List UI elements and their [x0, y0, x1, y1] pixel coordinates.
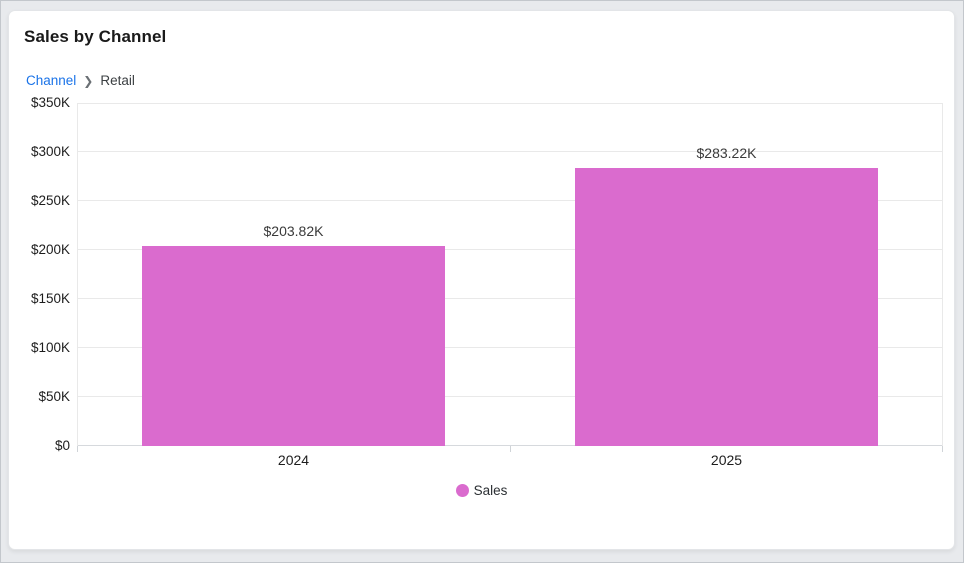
chart-title: Sales by Channel [24, 27, 167, 46]
gridline [77, 347, 943, 348]
gridline [77, 298, 943, 299]
y-axis-tick-label: $300K [30, 144, 70, 159]
x-axis-line [77, 445, 943, 446]
gridline [77, 396, 943, 397]
bar-value-label: $283.22K [696, 145, 757, 162]
x-axis-tick [510, 446, 511, 452]
legend-item-sales[interactable]: Sales [9, 483, 954, 498]
y-axis-tick-label: $0 [54, 438, 70, 453]
x-axis-tick [77, 446, 78, 452]
x-axis-tick [942, 446, 943, 452]
legend-label-sales: Sales [473, 483, 508, 498]
x-axis-labels: 2024 2025 [77, 452, 943, 470]
y-axis-line [77, 103, 78, 446]
gridline [77, 200, 943, 201]
legend-marker-sales-icon [455, 484, 469, 497]
gridline [77, 103, 943, 104]
chart-card: Sales by Channel Channel ❯ Retail $0 $50K… [8, 10, 955, 550]
x-axis-tick-label: 2024 [277, 452, 310, 468]
y-axis-tick-label: $250K [30, 193, 70, 208]
plot-area: $203.82K $283.22K [77, 103, 943, 452]
breadcrumb-current-retail: Retail [100, 73, 135, 88]
y-axis-tick-label: $100K [30, 340, 70, 355]
breadcrumb-link-channel[interactable]: Channel [26, 73, 77, 88]
y-axis-labels: $0 $50K $100K $150K $200K $250K $300K $350K [9, 95, 70, 453]
y-axis-tick-label: $50K [38, 389, 70, 404]
breadcrumb-separator-icon: ❯ [83, 73, 94, 88]
breadcrumb: Channel ❯ Retail [26, 73, 135, 88]
bar-2025[interactable] [574, 168, 879, 446]
y-axis-tick-label: $200K [30, 242, 70, 257]
plot-right-border [942, 103, 943, 446]
gridline [77, 249, 943, 250]
bar-2024[interactable] [141, 246, 446, 446]
gridline [77, 151, 943, 152]
x-axis-tick-label: 2025 [710, 452, 743, 468]
y-axis-tick-label: $150K [30, 291, 70, 306]
y-axis-tick-label: $350K [30, 95, 70, 110]
bar-value-label: $203.82K [263, 223, 324, 240]
